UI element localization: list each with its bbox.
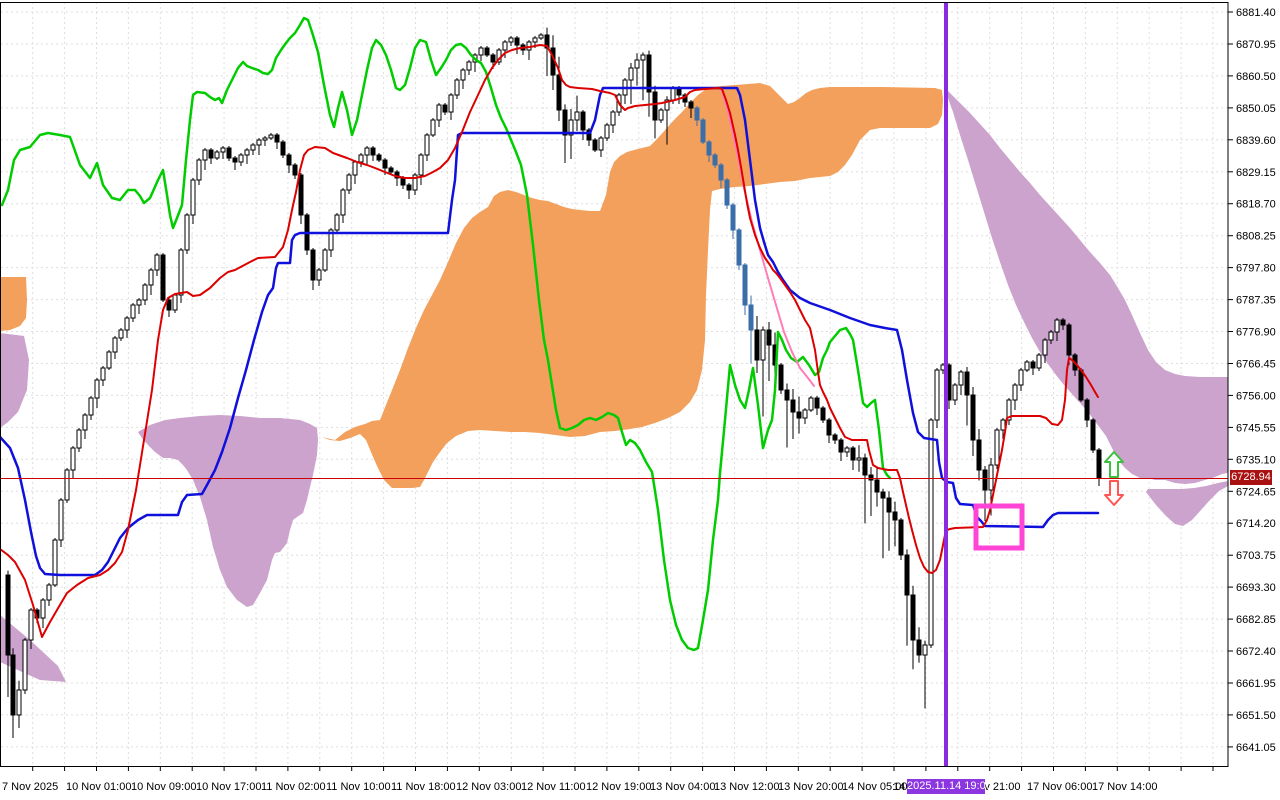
y-axis-tick-label: 6745.55	[1236, 422, 1276, 434]
y-axis-tick-label: 6724.65	[1236, 486, 1276, 498]
vertical-time-line[interactable]	[944, 2, 948, 767]
y-axis-tick-label: 6693.30	[1236, 582, 1276, 594]
y-axis-tick-label: 6818.70	[1236, 199, 1276, 211]
y-axis-tick-label: 6776.90	[1236, 327, 1276, 339]
x-axis-tick-label: 13 Nov 12:00	[714, 781, 779, 793]
y-axis-tick-label: 6703.75	[1236, 550, 1276, 562]
selected-time-badge[interactable]: 2025.11.14 19:00	[907, 779, 992, 794]
candlestick-layer	[5, 27, 1102, 738]
kumo-purple-left-strip	[0, 333, 29, 428]
x-axis: 7 Nov 2025 10 Nov 01:00 10 Nov 09:00 10 Nov…	[2, 767, 1214, 793]
y-axis-tick-label: 6870.95	[1236, 39, 1276, 51]
ichimoku-cloud-layer	[0, 83, 1228, 682]
y-axis: 6881.40 6870.95 6860.50 6850.05 6839.60 6829.…	[1228, 7, 1276, 754]
x-axis-tick-label: 11 Nov 18:00	[391, 781, 456, 793]
y-axis-tick-label: 6651.50	[1236, 710, 1276, 722]
x-axis-tick-label: 14 Nov 05:00	[842, 781, 907, 793]
y-axis-tick-label: 6881.40	[1236, 7, 1276, 19]
kumo-purple-left-blob	[138, 415, 318, 607]
y-axis-tick-label: 6850.05	[1236, 103, 1276, 115]
y-axis-tick-label: 6787.35	[1236, 295, 1276, 307]
plot-frame	[0, 2, 1229, 767]
y-axis-tick-label: 6661.95	[1236, 678, 1276, 690]
kumo-purple-right-main	[945, 88, 1228, 484]
x-axis-tick-label: 12 Nov 03:00	[456, 781, 521, 793]
x-axis-tick-label: 11 Nov 02:00	[261, 781, 326, 793]
y-axis-tick-label: 6735.10	[1236, 454, 1276, 466]
kumo-orange-left-patch	[0, 277, 27, 331]
kumo-orange-main	[322, 83, 943, 488]
x-axis-tick-label: 12 Nov 19:00	[586, 781, 651, 793]
x-axis-tick-label: 17 Nov 14:00	[1092, 781, 1157, 793]
y-axis-tick-label: 6839.60	[1236, 135, 1276, 147]
x-axis-tick-label: 10 Nov 09:00	[131, 781, 196, 793]
y-axis-tick-label: 6641.05	[1236, 742, 1276, 754]
y-axis-tick-label: 6766.45	[1236, 359, 1276, 371]
down-arrow-annotation[interactable]	[1104, 480, 1124, 506]
y-axis-tick-label: 6672.40	[1236, 646, 1276, 658]
x-axis-tick-label: 11 Nov 10:00	[326, 781, 391, 793]
y-axis-tick-label: 6808.25	[1236, 231, 1276, 243]
x-axis-tick-label: 12 Nov 11:00	[521, 781, 586, 793]
x-axis-tick-label: 13 Nov 04:00	[650, 781, 715, 793]
y-axis-tick-label: 6829.15	[1236, 167, 1276, 179]
y-axis-tick-label: 6860.50	[1236, 71, 1276, 83]
x-axis-tick-label: 13 Nov 20:00	[778, 781, 843, 793]
kumo-purple-right-lower-lobe	[1146, 481, 1228, 526]
chikou-span-line	[0, 16, 892, 652]
rectangle-annotation[interactable]	[973, 503, 1025, 551]
x-axis-tick-label: 10 Nov 17:00	[196, 781, 261, 793]
y-axis-tick-label: 6714.20	[1236, 518, 1276, 530]
x-axis-tick-label: 10 Nov 01:00	[66, 781, 131, 793]
x-axis-tick-label: 17 Nov 06:00	[1027, 781, 1092, 793]
kumo-purple-bottom-wedge	[0, 615, 66, 682]
y-axis-tick-label: 6682.85	[1236, 614, 1276, 626]
y-axis-tick-label: 6797.80	[1236, 263, 1276, 275]
y-axis-tick-label: 6756.00	[1236, 390, 1276, 402]
current-price-badge: 6728.94	[1230, 470, 1272, 485]
senkou-edge-line	[720, 87, 815, 387]
up-arrow-annotation[interactable]	[1104, 451, 1124, 478]
x-axis-tick-label: 7 Nov 2025	[2, 781, 58, 793]
